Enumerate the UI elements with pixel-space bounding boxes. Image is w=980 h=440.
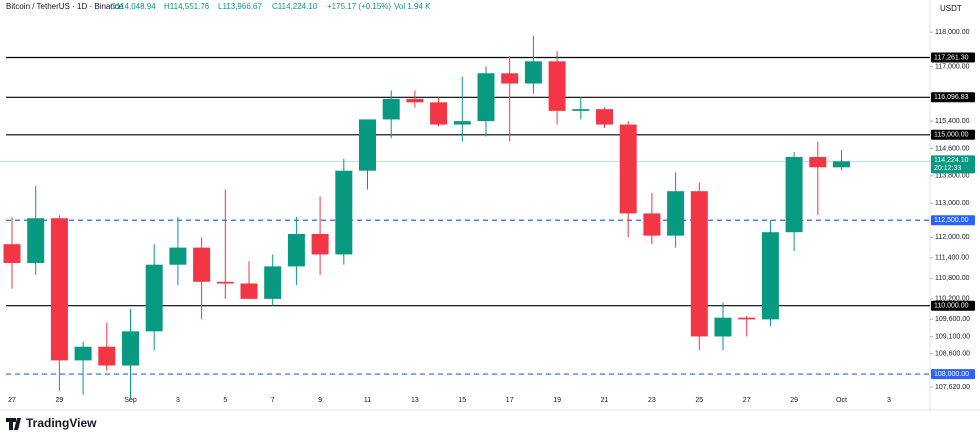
candle-body <box>619 124 637 214</box>
level-label: 117,261.30 <box>934 54 969 61</box>
volume: Vol 1.94 K <box>394 2 431 11</box>
x-tick-label: 29 <box>790 397 798 404</box>
candle-body <box>145 264 163 332</box>
y-tick-label: 112,000.00 <box>935 234 970 241</box>
x-tick-label: 21 <box>601 397 609 404</box>
y-tick-label: 109,600.00 <box>935 316 970 323</box>
x-tick-label: 11 <box>364 397 371 404</box>
candle-body <box>572 109 590 111</box>
candle-body <box>406 98 424 103</box>
level-label: 108,000.00 <box>934 371 969 378</box>
x-tick-label: 25 <box>695 397 703 404</box>
candle-body <box>738 317 756 320</box>
x-tick-label: Sep <box>124 397 137 404</box>
x-tick-label: 9 <box>318 397 322 404</box>
level-label: 115,000.00 <box>934 132 969 139</box>
candle-body <box>216 281 234 284</box>
candle-body <box>359 119 376 171</box>
level-label: 116,096.83 <box>934 94 969 101</box>
candle-body <box>27 218 45 263</box>
change: +175.17 (+0.15%) <box>327 2 391 11</box>
candle-body <box>596 109 613 125</box>
candle-body <box>430 102 448 125</box>
x-tick-label: Oct <box>836 397 847 404</box>
x-tick-label: 23 <box>648 397 656 404</box>
last-price-box <box>931 155 975 174</box>
y-tick-label: 107,620.00 <box>935 384 970 391</box>
candle-body <box>643 213 661 236</box>
y-tick-label: 113,800.00 <box>935 173 970 180</box>
x-tick-label: 7 <box>271 397 275 404</box>
x-tick-label: 15 <box>458 397 466 404</box>
level-label-box <box>931 369 975 380</box>
x-tick-label: 5 <box>223 397 227 404</box>
level-label-box <box>931 300 975 311</box>
candle-body <box>785 157 803 233</box>
candle-body <box>524 61 542 84</box>
candle-body <box>169 247 187 265</box>
y-tick-label: 109,100.00 <box>935 333 970 340</box>
low: L113,966.67 <box>218 2 262 11</box>
candle-body <box>453 121 471 125</box>
candle-body <box>98 346 116 366</box>
brand-name: TradingView <box>26 416 97 430</box>
level-label: 112,500.00 <box>934 217 969 224</box>
candle-body <box>809 157 827 168</box>
candle-body <box>335 170 353 255</box>
x-tick-label: 27 <box>743 397 751 404</box>
candle-body <box>74 346 92 361</box>
high: H114,551.76 <box>164 2 210 11</box>
close: C114,224.10 <box>272 2 318 11</box>
logo-icon <box>6 418 21 430</box>
y-tick-label: 111,400.00 <box>935 255 969 262</box>
candle-body <box>501 73 519 84</box>
candle-body <box>3 244 21 263</box>
x-tick-label: 3 <box>176 397 180 404</box>
y-tick-label: 114,600.00 <box>935 145 970 152</box>
x-tick-label: 13 <box>411 397 419 404</box>
y-tick-label: 115,400.00 <box>935 118 970 125</box>
candle-body <box>761 232 779 320</box>
brand-logo: TradingView <box>6 416 97 430</box>
currency: USDT <box>940 4 962 13</box>
candle-body <box>382 98 400 120</box>
level-label: 110,000.00 <box>934 303 969 310</box>
countdown: 20:12:33 <box>934 165 961 172</box>
y-tick-label: 110,800.00 <box>935 275 970 282</box>
candle-body <box>240 283 258 299</box>
candle-body <box>311 233 329 255</box>
candle-body <box>287 233 305 267</box>
level-label-box <box>931 92 975 103</box>
y-tick-label: 110,200.00 <box>935 296 970 303</box>
level-label-box <box>931 215 975 226</box>
candle-body <box>477 73 495 122</box>
candle-body <box>193 247 211 282</box>
x-tick-label: 3 <box>887 397 891 404</box>
level-label-box <box>931 129 975 140</box>
candle-body <box>548 61 566 111</box>
candle-body <box>50 218 68 361</box>
header: Bitcoin / TetherUS · 1D · Binance O114,0… <box>6 2 431 11</box>
level-label-box <box>931 52 975 63</box>
x-tick-label: 27 <box>8 397 16 404</box>
x-tick-label: 19 <box>553 397 561 404</box>
candle-body <box>714 317 732 337</box>
candle-body <box>264 266 282 299</box>
candle-body <box>122 331 139 366</box>
x-tick-label: 29 <box>56 397 64 404</box>
candle-body <box>690 191 708 337</box>
y-tick-label: 118,000.00 <box>935 29 970 36</box>
y-tick-label: 113,000.00 <box>935 200 970 207</box>
candle-body <box>833 161 850 168</box>
y-tick-label: 108,600.00 <box>935 350 970 357</box>
symbol: Bitcoin / TetherUS · 1D · Binance <box>6 2 124 11</box>
open: O114,048.94 <box>110 2 156 11</box>
candle-body <box>667 191 685 236</box>
y-tick-label: 117,000.00 <box>935 63 970 70</box>
x-tick-label: 17 <box>506 397 514 404</box>
last-price-label: 114,224.10 <box>934 157 969 164</box>
